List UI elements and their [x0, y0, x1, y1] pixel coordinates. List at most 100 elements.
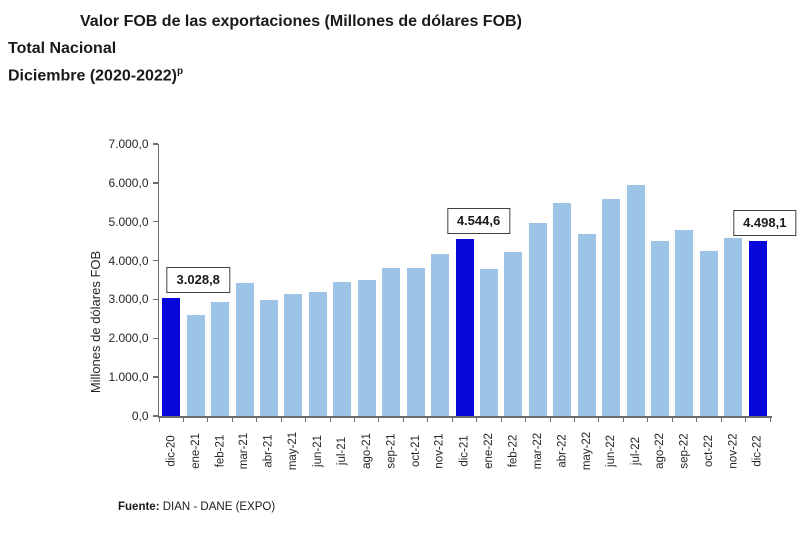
x-tick-label: feb-21 — [208, 422, 232, 480]
x-tick-label-text: feb-21 — [214, 434, 227, 468]
x-tick-label-text: ene-21 — [189, 433, 202, 469]
x-tick-mark — [378, 417, 380, 423]
data-label-dic-20: 3.028,8 — [166, 267, 230, 294]
x-tick-label: ene-21 — [183, 422, 207, 480]
x-tick-label: jun-21 — [306, 422, 330, 480]
y-tick-label: 2.000,0 — [108, 331, 149, 346]
y-tick-mark — [152, 143, 158, 145]
x-tick-label: sep-22 — [672, 422, 696, 480]
x-tick-label-text: jul-21 — [336, 436, 349, 466]
x-tick-mark — [305, 417, 307, 423]
x-tick-label-text: oct-22 — [702, 435, 715, 467]
x-tick-mark — [354, 417, 356, 423]
x-tick-label-text: sep-22 — [678, 433, 691, 469]
x-tick-mark — [500, 417, 502, 423]
y-axis-title: Millones de dólares FOB — [88, 250, 103, 394]
bar-sep-22 — [675, 229, 694, 416]
bar-jun-21 — [308, 291, 327, 416]
x-tick-mark — [696, 417, 698, 423]
y-tick-mark — [152, 182, 158, 184]
bar-may-22 — [577, 233, 596, 416]
y-tick-mark — [152, 220, 158, 223]
x-tick-label-text: feb-22 — [507, 434, 520, 468]
x-tick-label: nov-22 — [721, 422, 745, 480]
x-tick-label: ene-22 — [477, 422, 501, 480]
x-tick-label-text: mar-22 — [531, 432, 544, 470]
x-tick-mark — [207, 417, 209, 423]
y-tick-label: 1.000,0 — [108, 370, 149, 385]
bar-jul-21 — [333, 281, 352, 416]
x-tick-mark — [280, 417, 282, 423]
x-tick-mark — [451, 417, 453, 423]
bar-jul-22 — [626, 185, 645, 416]
x-tick-mark — [671, 417, 673, 423]
subtitle-period-superscript: p — [176, 66, 184, 77]
subtitle-period: Diciembre (2020-2022)p — [8, 66, 183, 85]
x-tick-label: mar-21 — [232, 422, 256, 480]
x-tick-label: mar-22 — [526, 422, 550, 480]
bar-nov-21 — [431, 254, 450, 416]
x-tick-label: ago-22 — [648, 422, 672, 480]
x-tick-label: feb-22 — [501, 422, 525, 480]
x-tick-mark — [622, 417, 624, 423]
y-tick-label: 6.000,0 — [108, 175, 149, 190]
y-tick-label: 4.000,0 — [108, 253, 149, 268]
source-label: Fuente: — [118, 501, 160, 513]
bar-dic-20 — [162, 298, 181, 416]
x-tick-label-text: ago-22 — [654, 433, 667, 469]
x-tick-mark — [549, 417, 551, 423]
bar-ene-21 — [186, 314, 205, 416]
x-tick-label: dic-21 — [452, 422, 476, 480]
x-tick-label-text: dic-20 — [165, 435, 178, 467]
x-tick-label-text: mar-21 — [238, 432, 251, 470]
y-tick-label: 3.000,0 — [108, 292, 149, 307]
bar-may-21 — [284, 294, 303, 416]
x-tick-label-text: ene-22 — [482, 433, 495, 469]
y-tick-label: 5.000,0 — [108, 214, 149, 229]
x-tick-mark — [647, 417, 649, 423]
x-tick-label-text: dic-22 — [751, 435, 764, 467]
x-tick-mark — [256, 417, 258, 423]
x-tick-label: may-22 — [574, 422, 598, 480]
x-tick-label-text: may-22 — [580, 431, 593, 471]
x-tick-label-text: abr-21 — [262, 434, 275, 468]
x-tick-label-text: sep-21 — [385, 433, 398, 469]
x-tick-mark — [769, 417, 771, 423]
bar-nov-22 — [724, 238, 743, 416]
x-tick-mark — [182, 417, 184, 423]
x-tick-label: oct-21 — [403, 422, 427, 480]
x-tick-mark — [402, 417, 404, 423]
x-tick-label-text: abr-22 — [556, 434, 569, 468]
x-tick-label: jul-21 — [330, 422, 354, 480]
x-tick-mark — [745, 417, 747, 423]
y-tick-mark — [152, 415, 158, 417]
bar-oct-21 — [406, 267, 425, 416]
x-tick-mark — [476, 417, 478, 423]
x-tick-label-text: may-21 — [287, 431, 300, 471]
bar-mar-22 — [528, 223, 547, 416]
x-tick-label-text: oct-21 — [409, 435, 422, 467]
x-tick-label: may-21 — [281, 422, 305, 480]
y-axis-line — [157, 144, 159, 418]
source-text: DIAN - DANE (EXPO) — [159, 501, 276, 513]
y-tick-mark — [152, 337, 158, 340]
x-tick-mark — [231, 417, 233, 423]
x-tick-mark — [158, 417, 160, 423]
x-tick-mark — [525, 417, 527, 423]
bar-sep-21 — [382, 267, 401, 416]
bar-ago-21 — [357, 280, 376, 416]
x-tick-label-text: jul-22 — [629, 436, 642, 466]
x-tick-label: jun-22 — [599, 422, 623, 480]
x-tick-label: dic-20 — [159, 422, 183, 480]
x-tick-label: nov-21 — [428, 422, 452, 480]
data-label-dic-22: 4.498,1 — [733, 210, 797, 237]
subtitle-total-nacional: Total Nacional — [8, 40, 117, 57]
chart-title: Valor FOB de las exportaciones (Millones… — [80, 13, 522, 30]
bar-jun-22 — [602, 198, 621, 416]
x-tick-label: dic-22 — [746, 422, 770, 480]
x-tick-label: jul-22 — [623, 422, 647, 480]
data-label-dic-21: 4.544,6 — [446, 208, 511, 235]
source-note: Fuente: DIAN - DANE (EXPO) — [118, 501, 275, 513]
y-tick-label: 0,0 — [131, 409, 149, 423]
